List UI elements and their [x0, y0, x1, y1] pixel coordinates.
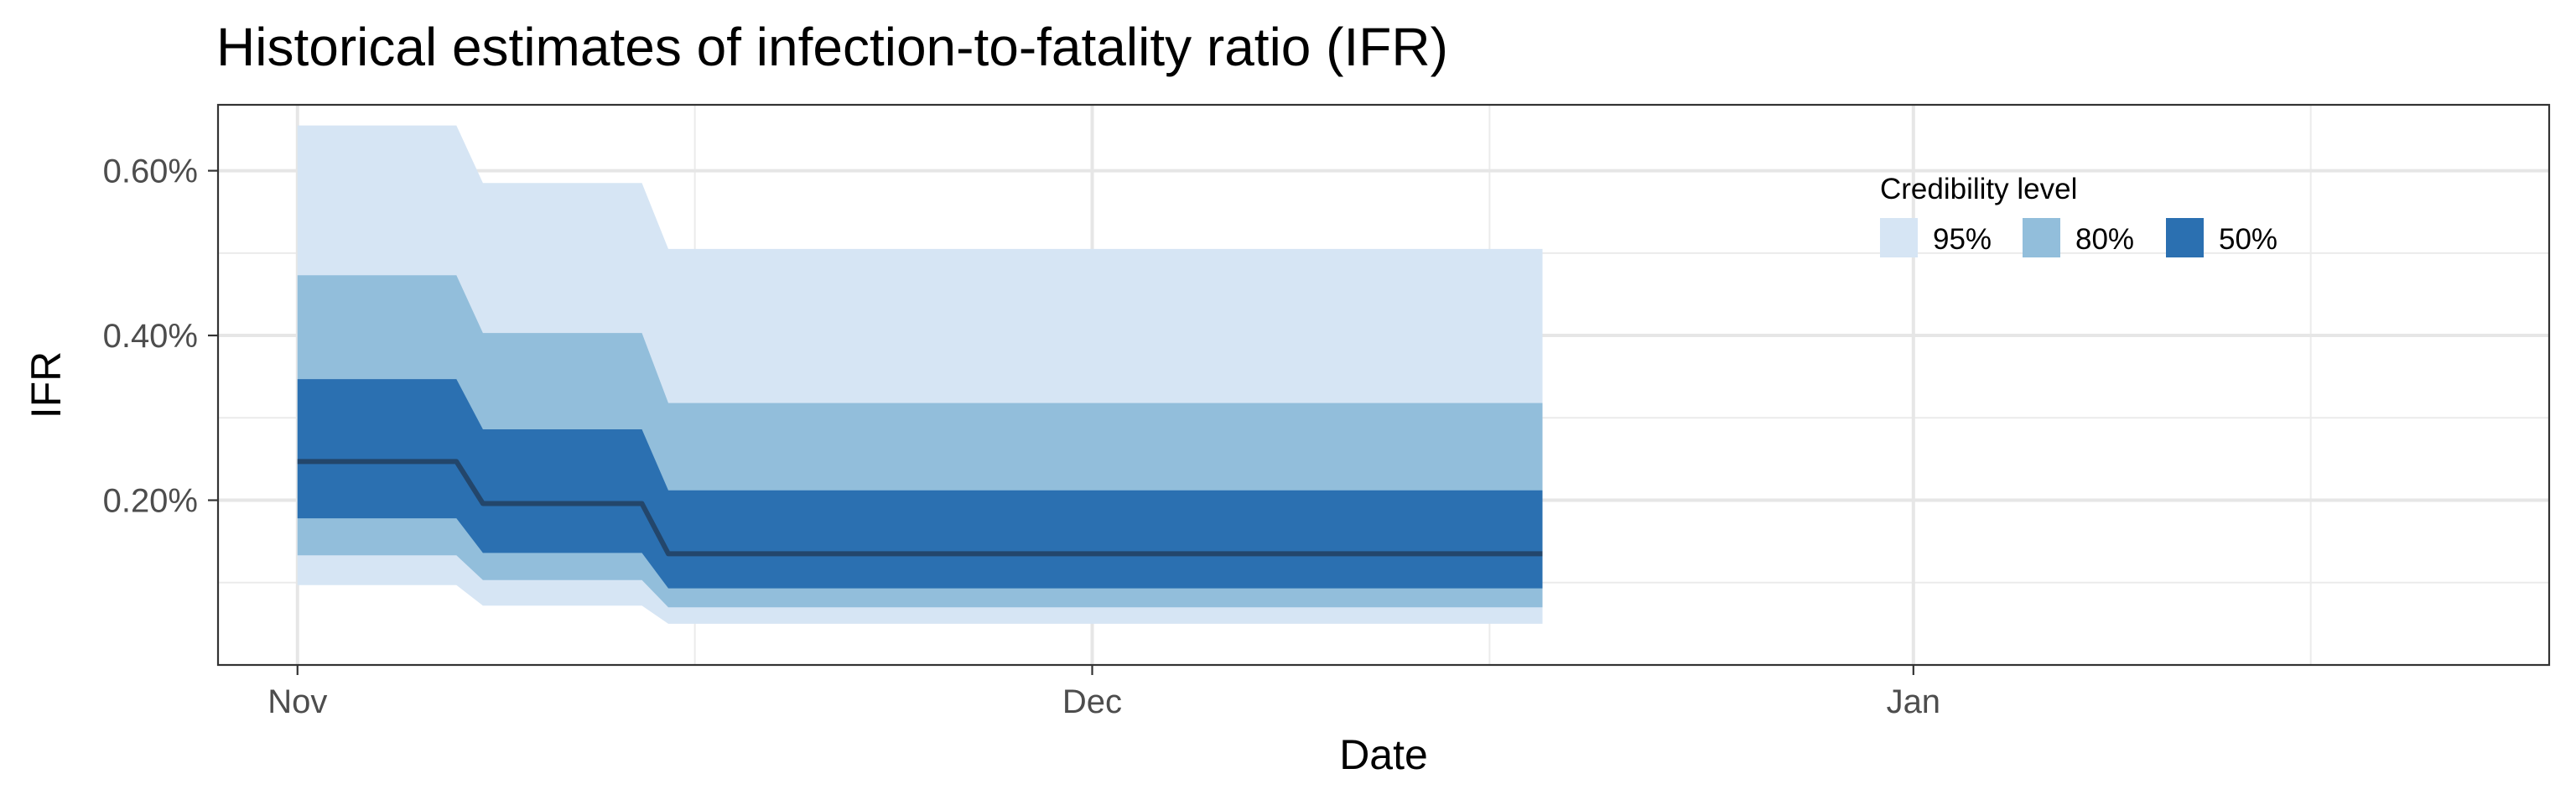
y-tick-label: 0.20% [103, 483, 198, 520]
credibility-bands [297, 125, 1543, 624]
legend-label: 80% [2075, 223, 2134, 256]
legend-key-95 [1880, 218, 1918, 257]
y-axis: 0.20% 0.40% 0.60% [103, 153, 218, 520]
band-50-percent [297, 379, 1543, 589]
legend: Credibility level 95% 80% 50% [1880, 173, 2277, 257]
legend-key-50 [2166, 218, 2204, 257]
x-tick-label: Nov [267, 683, 327, 720]
legend-key-80 [2023, 218, 2060, 257]
legend-title: Credibility level [1880, 173, 2077, 205]
x-tick-label: Jan [1887, 683, 1941, 720]
chart-title: Historical estimates of infection-to-fat… [216, 17, 1448, 77]
y-tick-label: 0.60% [103, 153, 198, 190]
plot-panel-border [216, 103, 2551, 667]
y-tick-label: 0.40% [103, 318, 198, 355]
legend-label: 50% [2219, 223, 2277, 256]
legend-label: 95% [1933, 223, 1992, 256]
y-axis-title: IFR [23, 351, 70, 419]
x-tick-label: Dec [1062, 683, 1122, 720]
median-line-group [297, 459, 1543, 557]
median-line [297, 459, 1543, 557]
x-axis: Nov Dec Jan [267, 665, 1940, 720]
x-axis-title: Date [1339, 731, 1428, 778]
